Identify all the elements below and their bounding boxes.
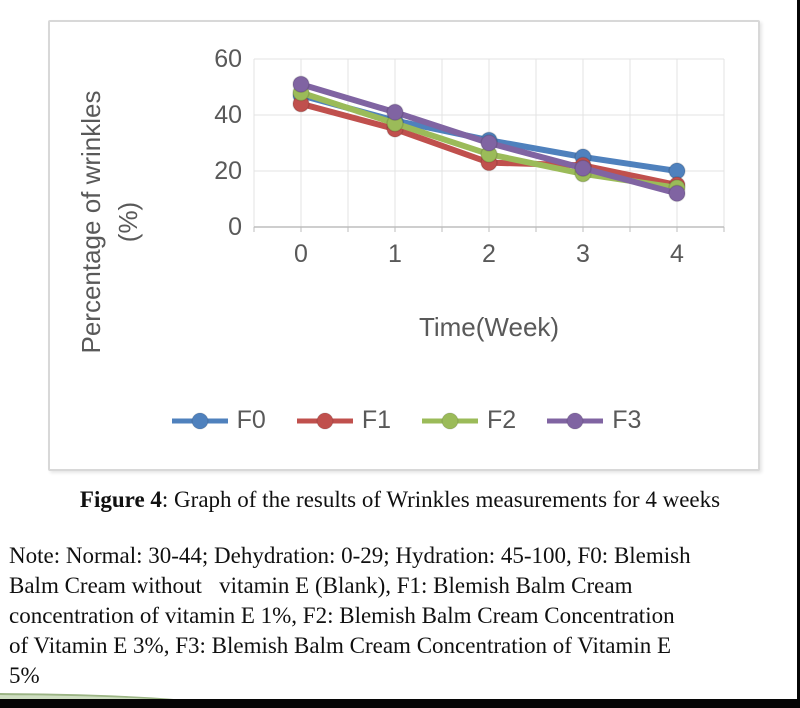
x-tick-label: 1 bbox=[388, 240, 402, 268]
note-line: Balm Cream without vitamin E (Blank), F1… bbox=[9, 573, 633, 598]
data-point-F3-4 bbox=[668, 184, 686, 203]
data-point-F3-1 bbox=[386, 103, 404, 121]
note-line: concentration of vitamin E 1%, F2: Blemi… bbox=[9, 603, 675, 628]
figure-caption: Figure 4: Graph of the results of Wrinkl… bbox=[0, 487, 800, 513]
legend-label-F1: F1 bbox=[361, 406, 391, 434]
x-tick-label: 4 bbox=[670, 240, 684, 268]
chart-legend: F0 F1 F2 F3 bbox=[50, 406, 762, 435]
legend-item-F3: F3 bbox=[546, 406, 641, 435]
legend-label-F2: F2 bbox=[487, 406, 517, 434]
bottom-border-bar bbox=[0, 699, 800, 708]
legend-marker-F1-icon bbox=[296, 412, 353, 429]
legend-item-F2: F2 bbox=[421, 406, 516, 435]
y-tick-label: 60 bbox=[214, 45, 242, 73]
y-tick-label: 20 bbox=[214, 157, 242, 185]
figure-caption-text: : Graph of the results of Wrinkles measu… bbox=[161, 487, 721, 512]
legend-marker-F2-icon bbox=[422, 412, 478, 429]
legend-marker-F3-icon bbox=[547, 412, 604, 429]
x-tick-label: 2 bbox=[482, 240, 496, 268]
plot-svg bbox=[253, 58, 725, 232]
data-point-F3-3 bbox=[574, 159, 592, 177]
legend-item-F0: F0 bbox=[171, 406, 266, 435]
data-point-F3-2 bbox=[480, 134, 498, 152]
figure-note: Note: Normal: 30-44; Dehydration: 0-29; … bbox=[9, 541, 799, 691]
x-axis-title: Time(Week) bbox=[418, 312, 560, 342]
data-point-F3-0 bbox=[292, 75, 310, 93]
x-tick-label: 0 bbox=[294, 240, 308, 268]
note-line: 5% bbox=[9, 663, 40, 688]
note-line: of Vitamin E 3%, F3: Blemish Balm Cream … bbox=[9, 633, 672, 658]
y-tick-label: 40 bbox=[214, 101, 242, 129]
figure-caption-label: Figure 4 bbox=[79, 487, 162, 512]
x-tick-label: 3 bbox=[576, 240, 590, 268]
legend-label-F0: F0 bbox=[236, 406, 266, 434]
note-line: Note: Normal: 30-44; Dehydration: 0-29; … bbox=[9, 543, 691, 568]
right-border-bar bbox=[797, 0, 800, 708]
legend-marker-F0-icon bbox=[171, 412, 228, 429]
y-tick-label: 0 bbox=[228, 213, 242, 241]
legend-item-F1: F1 bbox=[296, 406, 391, 435]
legend-label-F3: F3 bbox=[612, 406, 642, 434]
